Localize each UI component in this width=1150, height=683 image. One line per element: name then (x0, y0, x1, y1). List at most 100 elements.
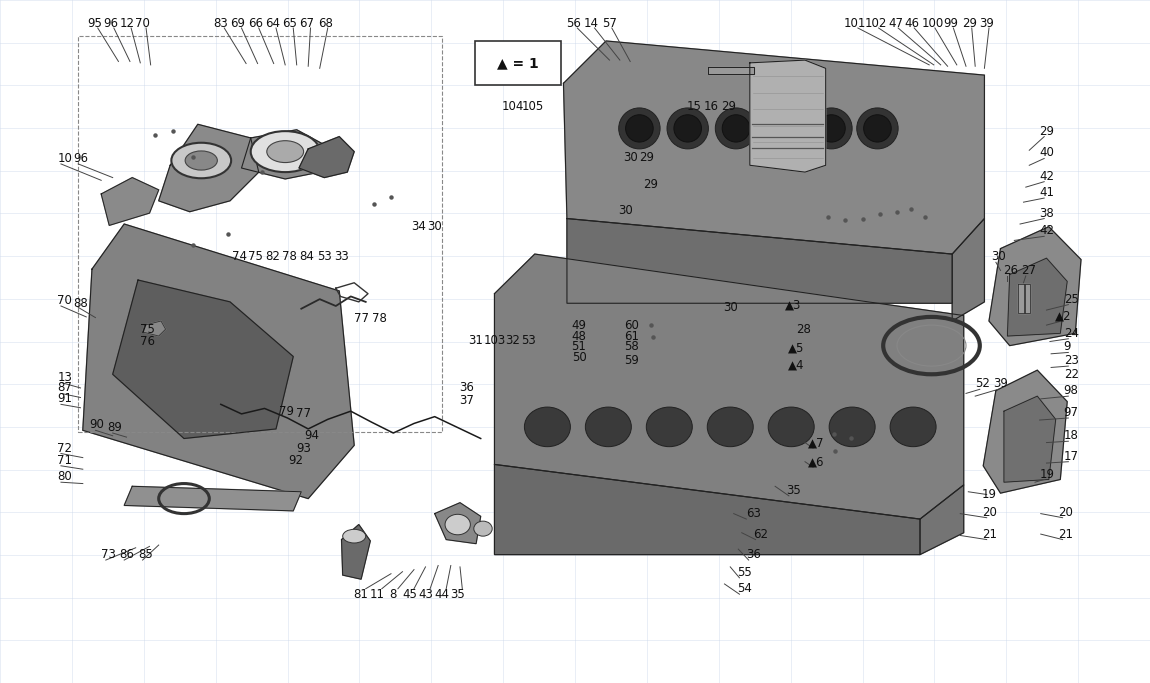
Text: 54: 54 (737, 582, 752, 596)
Text: 98: 98 (1064, 384, 1079, 398)
Text: 85: 85 (138, 548, 153, 561)
Polygon shape (83, 224, 354, 499)
Text: 32: 32 (506, 333, 520, 347)
Text: 28: 28 (796, 323, 811, 337)
Ellipse shape (474, 521, 492, 536)
Text: 64: 64 (264, 16, 281, 30)
Text: 33: 33 (335, 250, 348, 264)
Polygon shape (124, 486, 301, 511)
Text: 13: 13 (58, 370, 72, 384)
Polygon shape (242, 130, 324, 179)
Text: 39: 39 (980, 16, 994, 30)
Text: 43: 43 (419, 587, 432, 601)
Ellipse shape (770, 115, 798, 142)
Text: 20: 20 (1058, 505, 1073, 519)
Ellipse shape (667, 108, 708, 149)
Bar (475, 41, 561, 85)
Text: 21: 21 (982, 527, 997, 541)
Text: 35: 35 (787, 484, 802, 497)
Ellipse shape (626, 115, 653, 142)
Text: 93: 93 (297, 441, 310, 455)
Polygon shape (750, 60, 826, 172)
Text: 16: 16 (703, 100, 719, 113)
Text: 15: 15 (688, 100, 702, 113)
Text: 35: 35 (451, 587, 465, 601)
Text: 91: 91 (58, 392, 72, 406)
Text: 102: 102 (865, 16, 888, 30)
Text: 42: 42 (1040, 169, 1055, 183)
Text: 29: 29 (721, 100, 737, 113)
Polygon shape (113, 280, 293, 438)
Text: 105: 105 (521, 100, 544, 113)
Text: 70: 70 (58, 294, 72, 307)
Text: 53: 53 (522, 333, 536, 347)
Ellipse shape (619, 108, 660, 149)
Ellipse shape (722, 115, 750, 142)
Ellipse shape (829, 407, 875, 447)
Text: 12: 12 (120, 16, 136, 30)
Text: 101: 101 (843, 16, 866, 30)
Text: ▲7: ▲7 (808, 436, 825, 449)
Text: 36: 36 (460, 381, 474, 395)
Text: 77: 77 (353, 311, 369, 325)
Text: 27: 27 (1021, 264, 1036, 277)
Polygon shape (567, 219, 952, 303)
Polygon shape (494, 254, 964, 519)
Ellipse shape (890, 407, 936, 447)
Polygon shape (159, 124, 259, 212)
Text: 24: 24 (1064, 326, 1079, 340)
Text: 46: 46 (904, 16, 920, 30)
Text: 60: 60 (624, 318, 639, 332)
Text: ▲3: ▲3 (785, 298, 802, 311)
Ellipse shape (674, 115, 702, 142)
Text: 99: 99 (943, 16, 959, 30)
Text: 59: 59 (624, 354, 639, 367)
Text: 90: 90 (90, 418, 105, 432)
Text: 37: 37 (460, 393, 474, 407)
Text: 82: 82 (266, 250, 279, 264)
Text: ▲ = 1: ▲ = 1 (497, 56, 539, 70)
Text: 41: 41 (1040, 186, 1055, 199)
Text: 63: 63 (746, 507, 761, 520)
Text: 30: 30 (428, 220, 442, 234)
Polygon shape (1018, 284, 1025, 313)
Text: 66: 66 (247, 16, 263, 30)
Text: 26: 26 (1003, 264, 1018, 277)
Text: 14: 14 (583, 16, 599, 30)
Text: 49: 49 (572, 318, 586, 332)
Text: 70: 70 (136, 16, 150, 30)
Text: 78: 78 (373, 311, 386, 325)
Text: 69: 69 (230, 16, 246, 30)
Text: 19: 19 (982, 488, 997, 501)
Text: 34: 34 (412, 220, 426, 234)
Circle shape (251, 131, 320, 172)
Text: 20: 20 (982, 505, 997, 519)
Polygon shape (299, 137, 354, 178)
Text: 74: 74 (231, 250, 247, 264)
Ellipse shape (768, 407, 814, 447)
Text: 29: 29 (1040, 124, 1055, 138)
Text: 57: 57 (603, 16, 616, 30)
Circle shape (267, 141, 304, 163)
Text: 73: 73 (101, 548, 116, 561)
Text: 58: 58 (624, 340, 639, 354)
Polygon shape (435, 503, 481, 544)
Text: 89: 89 (107, 421, 122, 434)
Polygon shape (708, 67, 754, 74)
Text: 38: 38 (1040, 206, 1055, 220)
Text: 97: 97 (1064, 406, 1079, 419)
Text: 17: 17 (1064, 449, 1079, 463)
Circle shape (171, 143, 231, 178)
Text: 18: 18 (1064, 429, 1079, 443)
Text: ▲4: ▲4 (788, 358, 804, 372)
Ellipse shape (585, 407, 631, 447)
Polygon shape (564, 41, 984, 254)
Text: ▲5: ▲5 (788, 341, 804, 354)
Text: 47: 47 (888, 16, 904, 30)
Text: 103: 103 (483, 333, 506, 347)
Polygon shape (1024, 284, 1030, 313)
Text: 48: 48 (572, 329, 586, 343)
Ellipse shape (857, 108, 898, 149)
Text: 96: 96 (74, 152, 89, 165)
Text: 30: 30 (723, 301, 737, 314)
